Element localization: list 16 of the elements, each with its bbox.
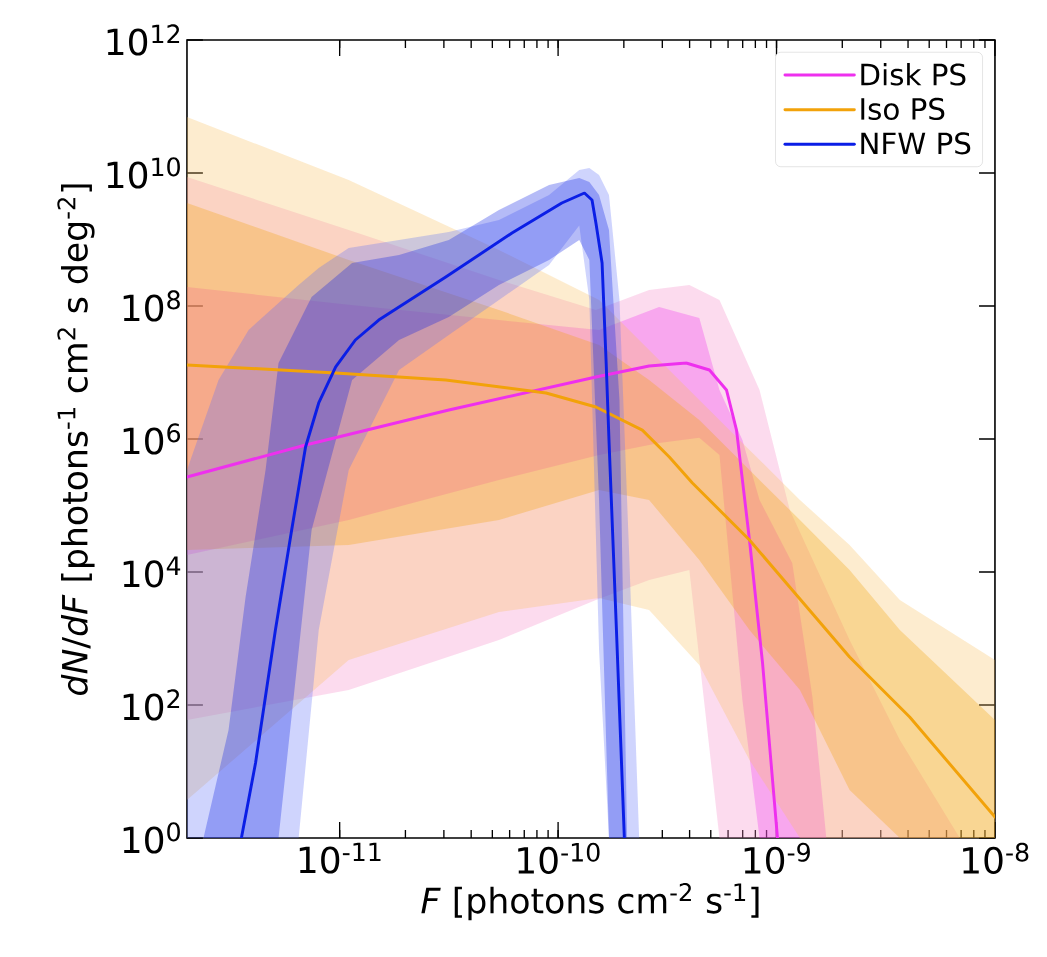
x-tick-label: 10$^{-11}$ — [299, 842, 381, 874]
x-tick-label: 10$^{-10}$ — [518, 842, 600, 874]
legend-label: NFW PS — [861, 132, 971, 155]
y-tick-label: 10$^{4}$ — [123, 556, 181, 588]
y-tick-label: 10$^{6}$ — [123, 423, 181, 455]
y-tick-label: 10$^{8}$ — [123, 290, 180, 322]
legend-label: Iso PS — [861, 97, 945, 121]
legend-label: Disk PS — [861, 62, 966, 86]
x-tick-label: 10$^{-8}$ — [963, 842, 1029, 874]
x-axis-title: F [photons cm$^{-2}$ s$^{-1}$] — [421, 883, 759, 921]
text: dN/dF [photons$^{-1}$ cm$^{2}$ s deg$^{-2}$] — [57, 184, 95, 695]
y-tick-label: 10$^{12}$ — [107, 24, 180, 56]
y-tick-label: 10$^{0}$ — [123, 822, 180, 854]
y-tick-label: 10$^{10}$ — [107, 157, 180, 189]
y-tick-label: 10$^{2}$ — [123, 689, 180, 721]
x-tick-label: 10$^{-9}$ — [744, 842, 810, 874]
